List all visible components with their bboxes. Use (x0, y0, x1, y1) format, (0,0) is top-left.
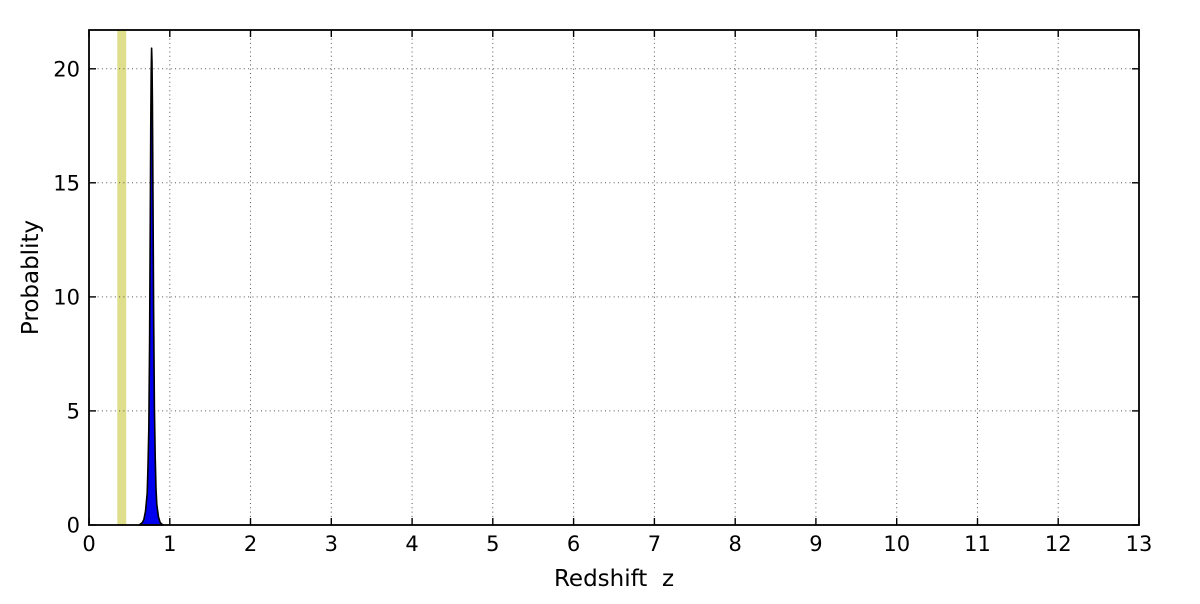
pdf-curve (138, 47, 165, 526)
x-tick-label-7: 7 (648, 532, 661, 556)
x-tick-label-13: 13 (1126, 532, 1153, 556)
x-tick-label-2: 2 (244, 532, 257, 556)
tick-layer (88, 30, 1140, 526)
x-tick-label-5: 5 (486, 532, 499, 556)
x-tick-label-12: 12 (1045, 532, 1072, 556)
x-tick-label-1: 1 (163, 532, 176, 556)
plot-border (88, 29, 1140, 526)
series-layer (138, 47, 165, 526)
x-tick-label-11: 11 (964, 532, 991, 556)
x-tick-label-6: 6 (567, 532, 580, 556)
highlight-band (117, 30, 127, 525)
highlight-band-layer (117, 30, 127, 525)
x-tick-label-8: 8 (729, 532, 742, 556)
y-tick-label-10: 10 (53, 285, 80, 309)
x-tick-label-10: 10 (883, 532, 910, 556)
y-tick-label-15: 15 (53, 171, 80, 195)
y-tick-label-0: 0 (67, 514, 80, 538)
y-tick-label-20: 20 (53, 57, 80, 81)
x-tick-label-0: 0 (82, 532, 95, 556)
x-tick-label-9: 9 (809, 532, 822, 556)
x-tick-label-3: 3 (325, 532, 338, 556)
y-axis-label: Probablity (18, 220, 44, 335)
x-tick-label-4: 4 (405, 532, 418, 556)
y-tick-label-5: 5 (67, 399, 80, 423)
grid-layer (89, 30, 1139, 525)
x-axis-label: Redshift z (554, 566, 674, 592)
